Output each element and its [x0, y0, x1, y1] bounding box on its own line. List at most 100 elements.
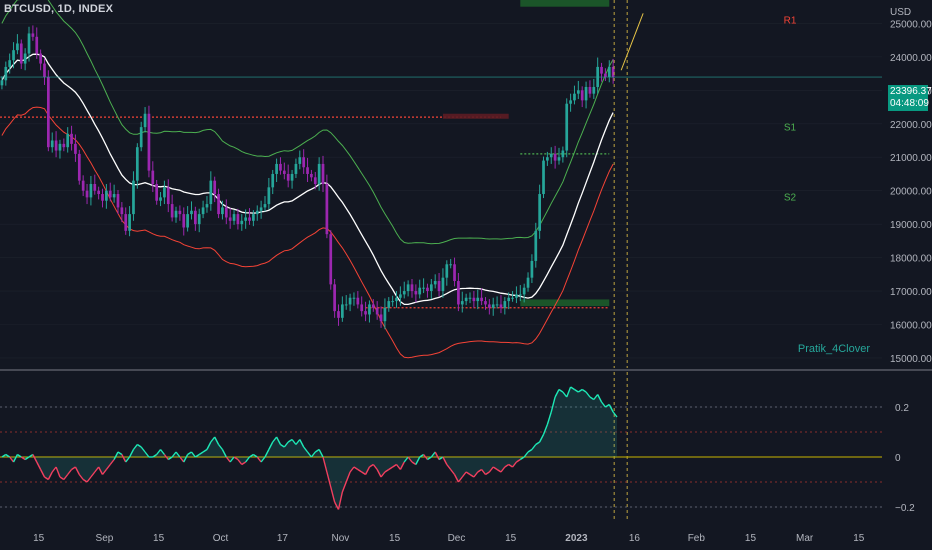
- osc-line-segment: [446, 464, 452, 470]
- price-tick-label: 16000.00: [890, 321, 932, 332]
- osc-line-segment: [612, 411, 618, 418]
- candle-body: [54, 140, 58, 151]
- candle-body: [8, 60, 12, 67]
- projection-line: [620, 13, 644, 71]
- bar-countdown: 04:48:09: [890, 98, 929, 109]
- osc-line-segment: [457, 476, 463, 483]
- candle-body: [93, 184, 97, 191]
- osc-tick-label: 0: [895, 453, 901, 464]
- osc-line-segment: [264, 449, 270, 458]
- candle-body: [402, 291, 406, 295]
- candle-body: [561, 150, 565, 158]
- candle-body: [383, 307, 387, 322]
- candle-body: [16, 43, 19, 51]
- osc-line-segment: [562, 391, 568, 398]
- candle-body: [151, 170, 155, 184]
- x-tick-label: 17: [277, 533, 289, 544]
- candle-body: [344, 304, 348, 306]
- candle-body: [565, 103, 569, 151]
- candle-body: [4, 66, 8, 81]
- price-zone: [520, 299, 610, 307]
- candle-body: [557, 157, 561, 161]
- osc-line-segment: [461, 471, 467, 478]
- candle-body: [325, 184, 329, 235]
- osc-line-segment: [39, 469, 46, 478]
- osc-line-segment: [310, 451, 316, 458]
- candle-body: [205, 204, 209, 208]
- osc-line-segment: [473, 471, 479, 478]
- candle-body: [290, 173, 294, 181]
- candle-body: [495, 304, 499, 306]
- pivot-label-s1: S1: [784, 122, 797, 133]
- price-zone: [442, 113, 509, 119]
- candle-body: [124, 214, 128, 231]
- x-tick-label: Feb: [688, 533, 706, 544]
- candle-body: [213, 180, 217, 195]
- overlay-basis: [1, 53, 614, 306]
- candle-body: [240, 220, 244, 225]
- candle-body: [499, 304, 503, 308]
- osc-line-segment: [101, 469, 107, 475]
- osc-line-segment: [570, 386, 575, 391]
- candle-body: [43, 63, 46, 77]
- candle-body: [101, 194, 104, 201]
- osc-line-segment: [600, 401, 606, 408]
- osc-line-segment: [272, 436, 278, 443]
- candle-body: [391, 301, 394, 303]
- osc-line-segment: [345, 471, 351, 483]
- osc-line-segment: [24, 456, 30, 461]
- candle-body: [472, 297, 476, 302]
- candle-body: [259, 207, 263, 211]
- price-tick-label: 19000.00: [890, 220, 932, 231]
- osc-line-segment: [287, 438, 293, 443]
- osc-line-segment: [554, 389, 560, 398]
- candle-body: [375, 307, 379, 315]
- candle-body: [139, 127, 143, 148]
- osc-line-segment: [423, 454, 429, 460]
- candle-body: [573, 93, 576, 101]
- osc-line-segment: [535, 441, 541, 446]
- candle-body: [194, 210, 197, 225]
- candle-body: [19, 43, 23, 64]
- candle-body: [410, 284, 414, 292]
- candle-body: [147, 113, 151, 171]
- candle-body: [128, 214, 131, 231]
- osc-line-segment: [1, 453, 7, 458]
- osc-line-segment: [210, 436, 216, 443]
- candle-body: [81, 180, 85, 191]
- osc-line-segment: [47, 471, 53, 480]
- symbol-title: BTCUSD, 1D, INDEX: [4, 3, 114, 15]
- candle-body: [542, 160, 545, 195]
- overlay-lower-band: [1, 106, 614, 359]
- osc-line-segment: [32, 454, 38, 463]
- osc-line-segment: [349, 466, 355, 473]
- osc-line-segment: [438, 456, 444, 461]
- osc-line-segment: [194, 453, 200, 458]
- osc-line-segment: [542, 424, 549, 435]
- candle-body: [518, 294, 522, 296]
- candle-body: [584, 86, 588, 101]
- candle-body: [364, 311, 367, 315]
- candle-body: [310, 173, 313, 178]
- candle-body: [530, 260, 534, 278]
- osc-line-segment: [229, 456, 235, 463]
- candle-body: [480, 297, 483, 302]
- candle-body: [522, 287, 526, 295]
- osc-line-segment: [140, 446, 146, 453]
- osc-line-segment: [523, 451, 529, 458]
- candle-body: [600, 66, 603, 74]
- candle-body: [406, 284, 410, 292]
- candle-body: [321, 163, 325, 184]
- osc-area: [1, 387, 618, 510]
- osc-line-segment: [597, 394, 603, 403]
- osc-line-segment: [249, 453, 254, 458]
- osc-line-segment: [558, 388, 564, 393]
- osc-line-segment: [175, 451, 181, 458]
- candle-body: [178, 210, 182, 215]
- osc-line-segment: [136, 443, 142, 448]
- currency-label: USD: [890, 7, 911, 18]
- osc-line-segment: [512, 461, 517, 468]
- osc-line-segment: [202, 448, 208, 453]
- candle-body: [221, 207, 224, 215]
